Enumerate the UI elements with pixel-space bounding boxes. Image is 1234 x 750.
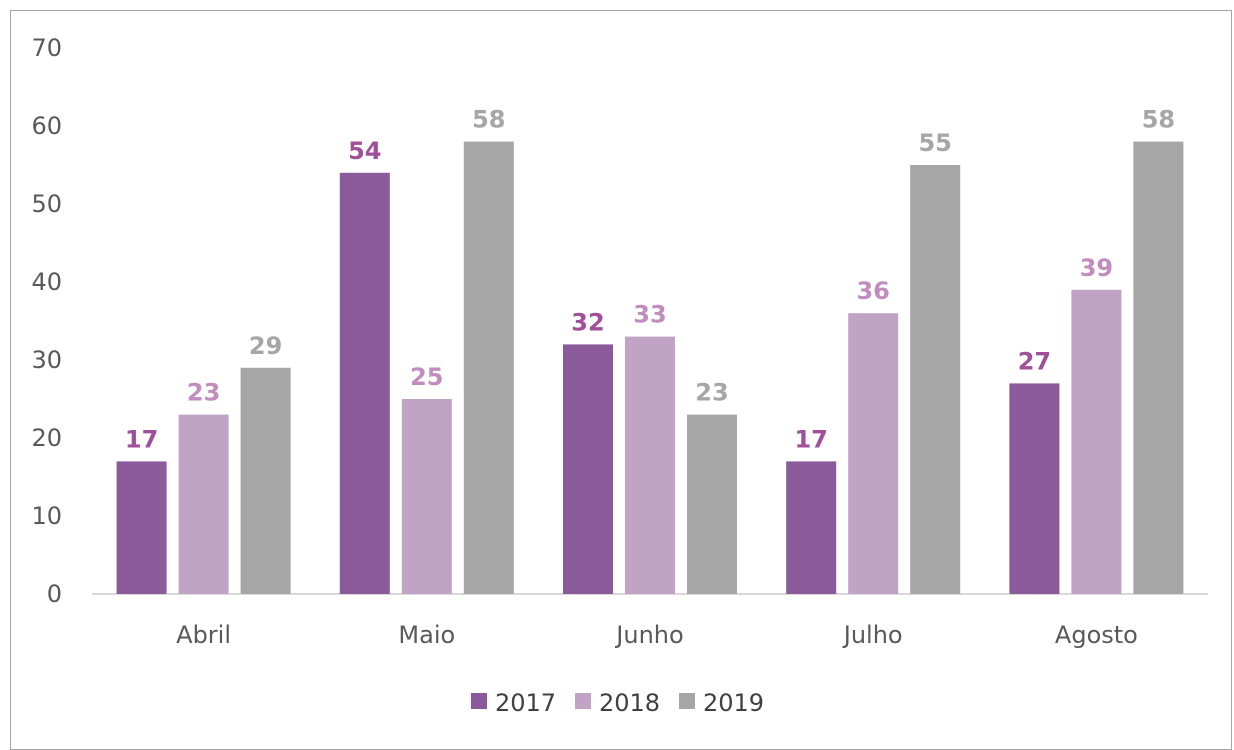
data-label: 58	[472, 106, 505, 134]
data-label: 32	[571, 308, 604, 336]
bar-2019-agosto	[1133, 141, 1184, 594]
data-label: 23	[695, 379, 728, 407]
data-label: 58	[1142, 106, 1175, 134]
data-label: 17	[125, 425, 158, 453]
data-label: 55	[918, 129, 951, 157]
data-label: 29	[249, 332, 282, 360]
bar-2018-julho	[848, 313, 899, 594]
legend-label: 2019	[703, 689, 764, 717]
y-tick-label: 70	[31, 34, 62, 62]
bar-2017-agosto	[1009, 383, 1060, 594]
data-label: 25	[410, 363, 443, 391]
data-label: 33	[633, 301, 666, 329]
y-tick-label: 60	[31, 112, 62, 140]
data-label: 23	[187, 379, 220, 407]
bar-2017-maio	[339, 172, 390, 595]
data-label: 36	[856, 277, 889, 305]
bar-2019-maio	[463, 141, 514, 594]
bar-2018-junho	[625, 336, 675, 594]
y-tick-label: 30	[31, 346, 62, 374]
bar-2018-abril	[178, 414, 229, 594]
bar-2018-agosto	[1071, 289, 1122, 594]
chart-frame	[10, 10, 1232, 750]
y-tick-label: 20	[31, 424, 62, 452]
bar-2018-maio	[401, 399, 452, 594]
data-label: 54	[348, 137, 381, 165]
y-tick-label: 10	[31, 502, 62, 530]
bar-2017-julho	[786, 461, 837, 594]
x-category-label: Junho	[614, 621, 683, 649]
legend-swatch-2018	[575, 693, 591, 709]
x-category-label: Maio	[398, 621, 455, 649]
y-tick-label: 40	[31, 268, 62, 296]
x-category-label: Agosto	[1055, 621, 1138, 649]
x-category-label: Abril	[176, 621, 231, 649]
y-tick-label: 50	[31, 190, 62, 218]
data-label: 27	[1018, 347, 1051, 375]
legend-swatch-2017	[471, 693, 487, 709]
data-label: 39	[1080, 254, 1113, 282]
bar-2017-abril	[116, 461, 167, 594]
bar-2017-junho	[563, 344, 613, 594]
legend-label: 2017	[495, 689, 556, 717]
data-label: 17	[794, 425, 827, 453]
bar-2019-julho	[910, 165, 961, 594]
bar-2019-abril	[240, 367, 291, 594]
bar-2019-junho	[687, 414, 737, 594]
x-category-label: Julho	[842, 621, 903, 649]
legend-label: 2018	[599, 689, 660, 717]
legend-swatch-2019	[679, 693, 695, 709]
y-tick-label: 0	[47, 580, 62, 608]
